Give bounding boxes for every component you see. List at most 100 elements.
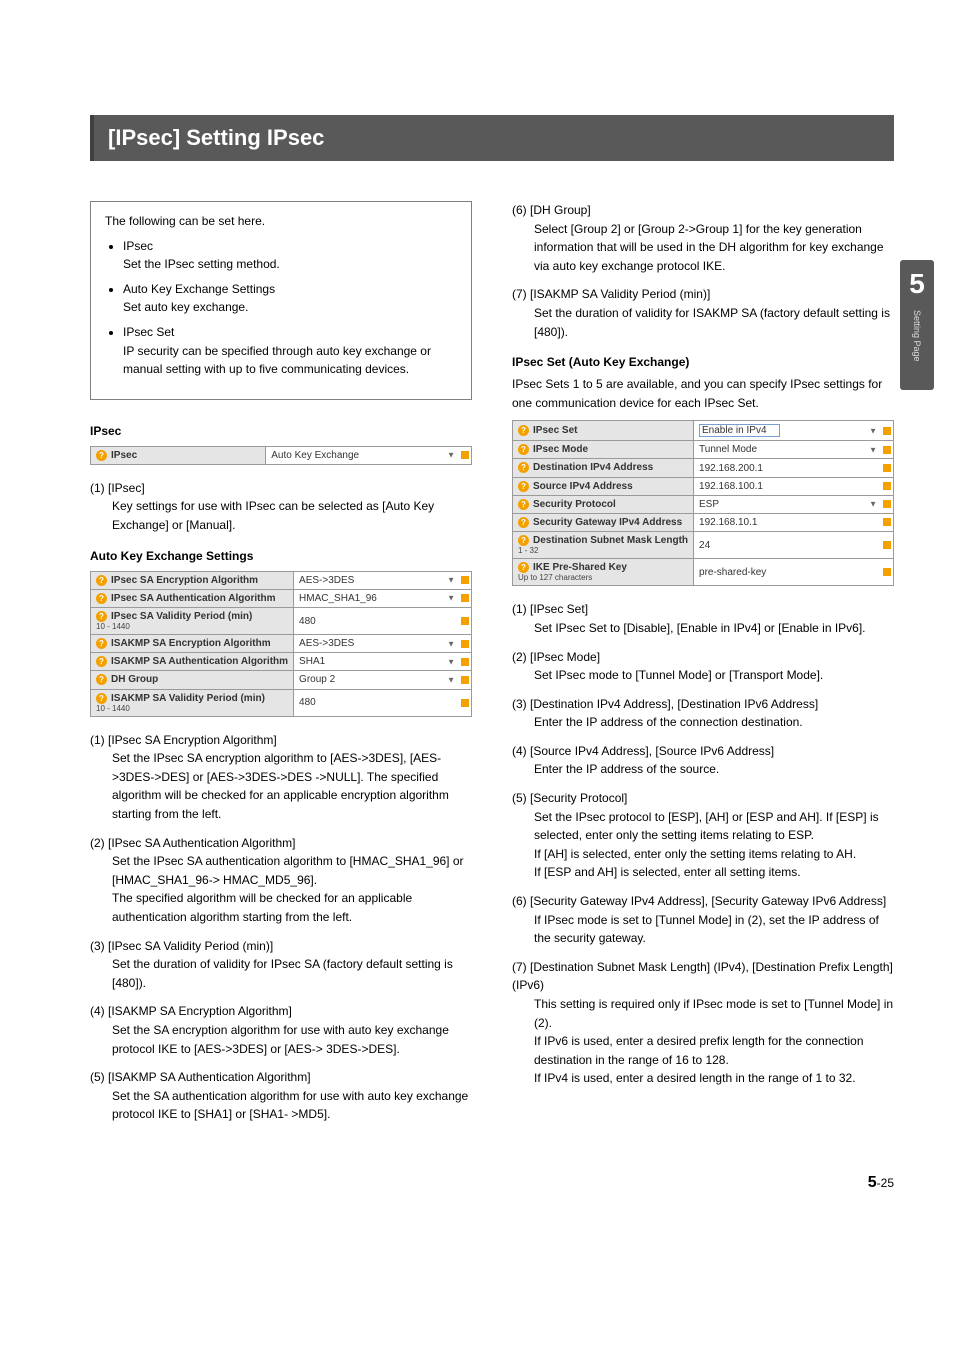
setting-value[interactable]: Enable in IPv4▼	[694, 421, 894, 441]
setting-value[interactable]: SHA1▼	[294, 653, 472, 671]
setting-value[interactable]: AES->3DES▼	[294, 635, 472, 653]
intro-item: IPsec Set IP security can be specified th…	[123, 323, 457, 379]
numbered-item-head: (6) [DH Group]	[512, 201, 894, 220]
numbered-item: (5) [ISAKMP SA Authentication Algorithm]…	[90, 1068, 472, 1124]
setting-value[interactable]: 192.168.10.1	[694, 513, 894, 531]
dropdown-arrow-icon[interactable]: ▼	[447, 657, 455, 666]
dropdown-arrow-icon[interactable]: ▼	[447, 594, 455, 603]
setting-row: ?IKE Pre-Shared KeyUp to 127 charactersp…	[513, 559, 894, 586]
numbered-item-head: (7) [ISAKMP SA Validity Period (min)]	[512, 285, 894, 304]
help-icon[interactable]: ?	[96, 656, 107, 667]
reset-icon[interactable]	[461, 451, 469, 459]
help-icon[interactable]: ?	[518, 444, 529, 455]
help-icon[interactable]: ?	[96, 638, 107, 649]
reset-icon[interactable]	[461, 617, 469, 625]
reset-icon[interactable]	[461, 699, 469, 707]
reset-icon[interactable]	[883, 464, 891, 472]
dropdown-arrow-icon[interactable]: ▼	[447, 576, 455, 585]
help-icon[interactable]: ?	[96, 611, 107, 622]
dropdown-arrow-icon[interactable]: ▼	[869, 500, 877, 509]
help-icon[interactable]: ?	[518, 481, 529, 492]
setting-value[interactable]: ESP▼	[694, 495, 894, 513]
reset-icon[interactable]	[461, 676, 469, 684]
setting-label: ?Security Gateway IPv4 Address	[513, 513, 694, 531]
intro-item-desc: Set the IPsec setting method.	[123, 257, 280, 271]
reset-icon[interactable]	[461, 640, 469, 648]
setting-row: ?IPsecAuto Key Exchange▼	[91, 446, 472, 464]
setting-value[interactable]: Tunnel Mode▼	[694, 441, 894, 459]
chapter-side-tab: 5 Setting Page	[900, 260, 934, 390]
intro-item-label: IPsec	[123, 237, 457, 256]
reset-icon[interactable]	[883, 541, 891, 549]
numbered-item: (3) [Destination IPv4 Address], [Destina…	[512, 695, 894, 732]
reset-icon[interactable]	[461, 576, 469, 584]
reset-icon[interactable]	[883, 518, 891, 526]
numbered-item: (6) [DH Group]Select [Group 2] or [Group…	[512, 201, 894, 275]
numbered-item: (2) [IPsec SA Authentication Algorithm]S…	[90, 834, 472, 927]
ipsec-heading: IPsec	[90, 424, 472, 438]
dropdown-arrow-icon[interactable]: ▼	[447, 451, 455, 460]
setting-value[interactable]: Group 2▼	[294, 671, 472, 689]
help-icon[interactable]: ?	[518, 517, 529, 528]
numbered-item-body: Set the duration of validity for IPsec S…	[90, 955, 472, 992]
numbered-item-body: Set IPsec Set to [Disable], [Enable in I…	[512, 619, 894, 638]
intro-item-label: IPsec Set	[123, 323, 457, 342]
setting-label: ?IPsec SA Validity Period (min)10 - 1440	[91, 607, 294, 634]
setting-value[interactable]: AES->3DES▼	[294, 571, 472, 589]
reset-icon[interactable]	[883, 446, 891, 454]
reset-icon[interactable]	[461, 594, 469, 602]
intro-item: Auto Key Exchange SettingsSet auto key e…	[123, 280, 457, 317]
setting-value[interactable]: 192.168.100.1	[694, 477, 894, 495]
setting-value[interactable]: pre-shared-key	[694, 559, 894, 586]
help-icon[interactable]: ?	[96, 575, 107, 586]
dropdown-arrow-icon[interactable]: ▼	[447, 675, 455, 684]
numbered-item-body: Set the IPsec protocol to [ESP], [AH] or…	[512, 808, 894, 882]
reset-icon[interactable]	[883, 500, 891, 508]
setting-label: ?Security Protocol	[513, 495, 694, 513]
reset-icon[interactable]	[461, 658, 469, 666]
footer-page: -25	[877, 1176, 894, 1190]
help-icon[interactable]: ?	[518, 535, 529, 546]
setting-row: ?Security Gateway IPv4 Address192.168.10…	[513, 513, 894, 531]
setting-label-sub: Up to 127 characters	[518, 573, 688, 582]
dropdown-arrow-icon[interactable]: ▼	[869, 445, 877, 454]
help-icon[interactable]: ?	[96, 593, 107, 604]
help-icon[interactable]: ?	[518, 425, 529, 436]
setting-value[interactable]: 480	[294, 607, 472, 634]
page-footer: 5-25	[90, 1174, 894, 1192]
numbered-item-head: (5) [Security Protocol]	[512, 789, 894, 808]
page-title: [IPsec] Setting IPsec	[90, 115, 894, 161]
help-icon[interactable]: ?	[518, 462, 529, 473]
help-icon[interactable]: ?	[96, 450, 107, 461]
numbered-item-body: Select [Group 2] or [Group 2->Group 1] f…	[512, 220, 894, 276]
help-icon[interactable]: ?	[96, 693, 107, 704]
ipsec-set-heading: IPsec Set (Auto Key Exchange)	[512, 355, 894, 369]
ipsec-table: ?IPsecAuto Key Exchange▼	[90, 446, 472, 465]
help-icon[interactable]: ?	[96, 674, 107, 685]
numbered-item-body: Set IPsec mode to [Tunnel Mode] or [Tran…	[512, 666, 894, 685]
reset-icon[interactable]	[883, 427, 891, 435]
ake-table: ?IPsec SA Encryption AlgorithmAES->3DES▼…	[90, 571, 472, 717]
numbered-item-body: Set the SA encryption algorithm for use …	[90, 1021, 472, 1058]
setting-row: ?ISAKMP SA Encryption AlgorithmAES->3DES…	[91, 635, 472, 653]
setting-value[interactable]: HMAC_SHA1_96▼	[294, 589, 472, 607]
setting-label: ?ISAKMP SA Validity Period (min)10 - 144…	[91, 689, 294, 716]
setting-value[interactable]: 24	[694, 532, 894, 559]
intro-item-desc: IP security can be specified through aut…	[123, 344, 431, 377]
help-icon[interactable]: ?	[518, 562, 529, 573]
reset-icon[interactable]	[883, 568, 891, 576]
dropdown-arrow-icon[interactable]: ▼	[447, 639, 455, 648]
help-icon[interactable]: ?	[518, 499, 529, 510]
setting-row: ?IPsec SetEnable in IPv4▼	[513, 421, 894, 441]
setting-row: ?Destination Subnet Mask Length1 - 3224	[513, 532, 894, 559]
numbered-item-head: (5) [ISAKMP SA Authentication Algorithm]	[90, 1068, 472, 1087]
setting-value[interactable]: 480	[294, 689, 472, 716]
setting-row: ?Security ProtocolESP▼	[513, 495, 894, 513]
reset-icon[interactable]	[883, 482, 891, 490]
setting-value[interactable]: 192.168.200.1	[694, 459, 894, 477]
setting-value[interactable]: Auto Key Exchange▼	[266, 446, 472, 464]
setting-label-sub: 1 - 32	[518, 546, 688, 555]
setting-row: ?IPsec SA Authentication AlgorithmHMAC_S…	[91, 589, 472, 607]
dropdown-arrow-icon[interactable]: ▼	[869, 426, 877, 435]
intro-item-label: Auto Key Exchange Settings	[123, 280, 457, 299]
